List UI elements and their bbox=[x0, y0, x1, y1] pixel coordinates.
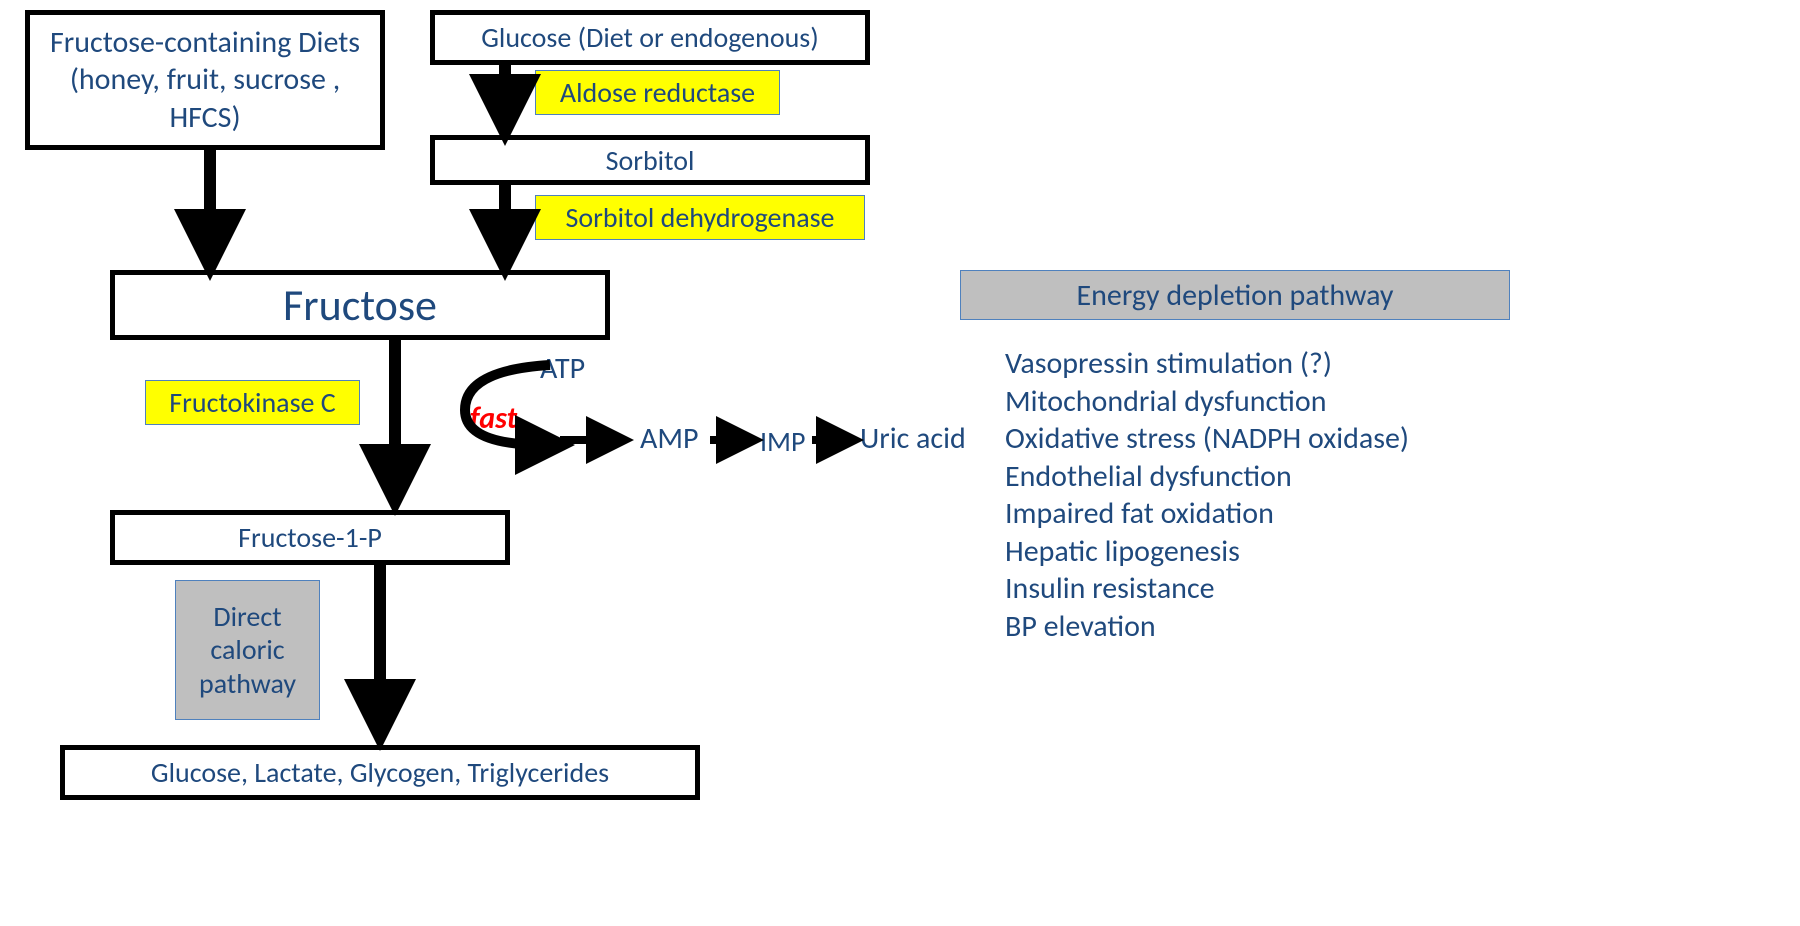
arrow-glucose-to-sorbitol bbox=[490, 65, 530, 140]
node-sorbitol-label: Sorbitol bbox=[606, 143, 695, 178]
effects-item: Impaired fat oxidation bbox=[1005, 495, 1409, 533]
enzyme-fructokinase-c: Fructokinase C bbox=[145, 380, 360, 425]
node-fructose-diets-label: Fructose-containing Diets (honey, fruit,… bbox=[30, 24, 380, 137]
node-fructose-1p-label: Fructose-1-P bbox=[238, 520, 382, 555]
node-fructose-diets: Fructose-containing Diets (honey, fruit,… bbox=[25, 10, 385, 150]
node-end-products-label: Glucose, Lactate, Glycogen, Triglyceride… bbox=[151, 755, 609, 790]
label-direct-caloric-text: Direct caloric pathway bbox=[184, 600, 311, 701]
enzyme-sorbitol-dh-label: Sorbitol dehydrogenase bbox=[565, 200, 834, 235]
label-direct-caloric: Direct caloric pathway bbox=[175, 580, 320, 720]
label-imp-text: IMP bbox=[760, 424, 805, 459]
arrow-imp-to-uric bbox=[812, 430, 867, 460]
node-fructose: Fructose bbox=[110, 270, 610, 340]
effects-item: BP elevation bbox=[1005, 608, 1409, 646]
arrow-f1p-to-end bbox=[365, 565, 405, 745]
label-amp-text: AMP bbox=[640, 420, 699, 457]
node-fructose-label: Fructose bbox=[283, 278, 437, 332]
arrow-diets-to-fructose bbox=[195, 150, 235, 270]
node-glucose-label: Glucose (Diet or endogenous) bbox=[481, 20, 819, 55]
node-sorbitol: Sorbitol bbox=[430, 135, 870, 185]
label-energy-depletion-text: Energy depletion pathway bbox=[1076, 277, 1393, 314]
effects-item: Mitochondrial dysfunction bbox=[1005, 383, 1409, 421]
node-glucose: Glucose (Diet or endogenous) bbox=[430, 10, 870, 65]
effects-item: Oxidative stress (NADPH oxidase) bbox=[1005, 420, 1409, 458]
enzyme-sorbitol-dh: Sorbitol dehydrogenase bbox=[535, 195, 865, 240]
effects-item: Hepatic lipogenesis bbox=[1005, 533, 1409, 571]
label-amp: AMP bbox=[640, 420, 699, 457]
label-imp: IMP bbox=[760, 424, 805, 459]
arrow-to-amp bbox=[560, 430, 640, 460]
effects-list: Vasopressin stimulation (?) Mitochondria… bbox=[1005, 345, 1409, 645]
enzyme-aldose-reductase-label: Aldose reductase bbox=[560, 75, 755, 110]
effects-item: Endothelial dysfunction bbox=[1005, 458, 1409, 496]
enzyme-fructokinase-c-label: Fructokinase C bbox=[169, 385, 335, 420]
label-uric-acid-text: Uric acid bbox=[860, 420, 966, 457]
effects-item: Vasopressin stimulation (?) bbox=[1005, 345, 1409, 383]
enzyme-aldose-reductase: Aldose reductase bbox=[535, 70, 780, 115]
arrow-fructose-to-f1p bbox=[380, 340, 420, 510]
node-end-products: Glucose, Lactate, Glycogen, Triglyceride… bbox=[60, 745, 700, 800]
label-energy-depletion: Energy depletion pathway bbox=[960, 270, 1510, 320]
arrow-sorbitol-to-fructose bbox=[490, 185, 530, 275]
label-uric-acid: Uric acid bbox=[860, 420, 966, 457]
node-fructose-1p: Fructose-1-P bbox=[110, 510, 510, 565]
effects-item: Insulin resistance bbox=[1005, 570, 1409, 608]
arrow-amp-to-imp bbox=[710, 430, 765, 460]
